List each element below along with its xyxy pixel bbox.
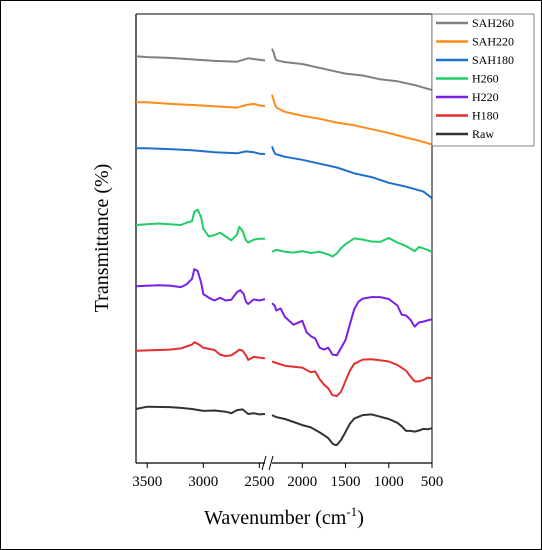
series-line-h260-seg1 (135, 208, 265, 244)
legend-label-h260: H260 (472, 72, 499, 86)
series-line-raw-seg2 (271, 413, 433, 446)
series-line-h180-seg1 (135, 341, 266, 361)
series-line-sah260-seg2 (271, 48, 433, 92)
series-line-h260-seg2 (271, 237, 433, 258)
series-line-sah220-seg2 (271, 94, 433, 146)
x-tick-label-2500: 2500 (244, 474, 274, 490)
series-line-sah260-seg1 (135, 55, 266, 63)
x-tick-label-1500: 1500 (331, 474, 361, 490)
series-line-sah180-seg1 (136, 147, 266, 156)
x-ticks: 3500 3000 2500 2000 1500 1000 500 (132, 463, 443, 490)
legend-label-h180: H180 (472, 109, 499, 123)
x-axis-title-sup: -1 (346, 504, 357, 519)
series-line-h220-seg2 (271, 296, 433, 357)
series-line-sah180-seg2 (271, 146, 433, 199)
x-tick-label-1000: 1000 (374, 474, 404, 490)
axis-break-mark-2 (268, 455, 274, 471)
legend-label-sah220: SAH220 (472, 35, 514, 49)
legend-label-sah180: SAH180 (472, 53, 514, 67)
legend-label-sah260: SAH260 (472, 16, 514, 30)
x-axis-title-close: ) (357, 507, 364, 529)
y-axis-title: Transmittance (%) (91, 164, 113, 313)
x-axis-title-main: Wavenumber (cm (204, 507, 347, 529)
series-line-raw-seg1 (135, 405, 266, 416)
series-line-sah220-seg1 (136, 101, 266, 109)
axis-break-mark-1 (261, 455, 267, 471)
legend-label-raw: Raw (472, 127, 494, 141)
series-line-h180-seg2 (271, 358, 433, 397)
x-axis-title: Wavenumber (cm-1) (204, 504, 364, 529)
legend-label-h220: H220 (472, 90, 499, 104)
legend: SAH260 SAH220 SAH180 H260 H220 H180 Raw (431, 13, 535, 147)
x-tick-label-500: 500 (421, 474, 444, 490)
x-tick-label-3500: 3500 (132, 474, 162, 490)
x-tick-label-2000: 2000 (287, 474, 317, 490)
x-tick-label-3000: 3000 (188, 474, 218, 490)
legend-box (431, 13, 535, 147)
series-layer (135, 48, 433, 446)
series-line-h220-seg1 (135, 268, 266, 305)
